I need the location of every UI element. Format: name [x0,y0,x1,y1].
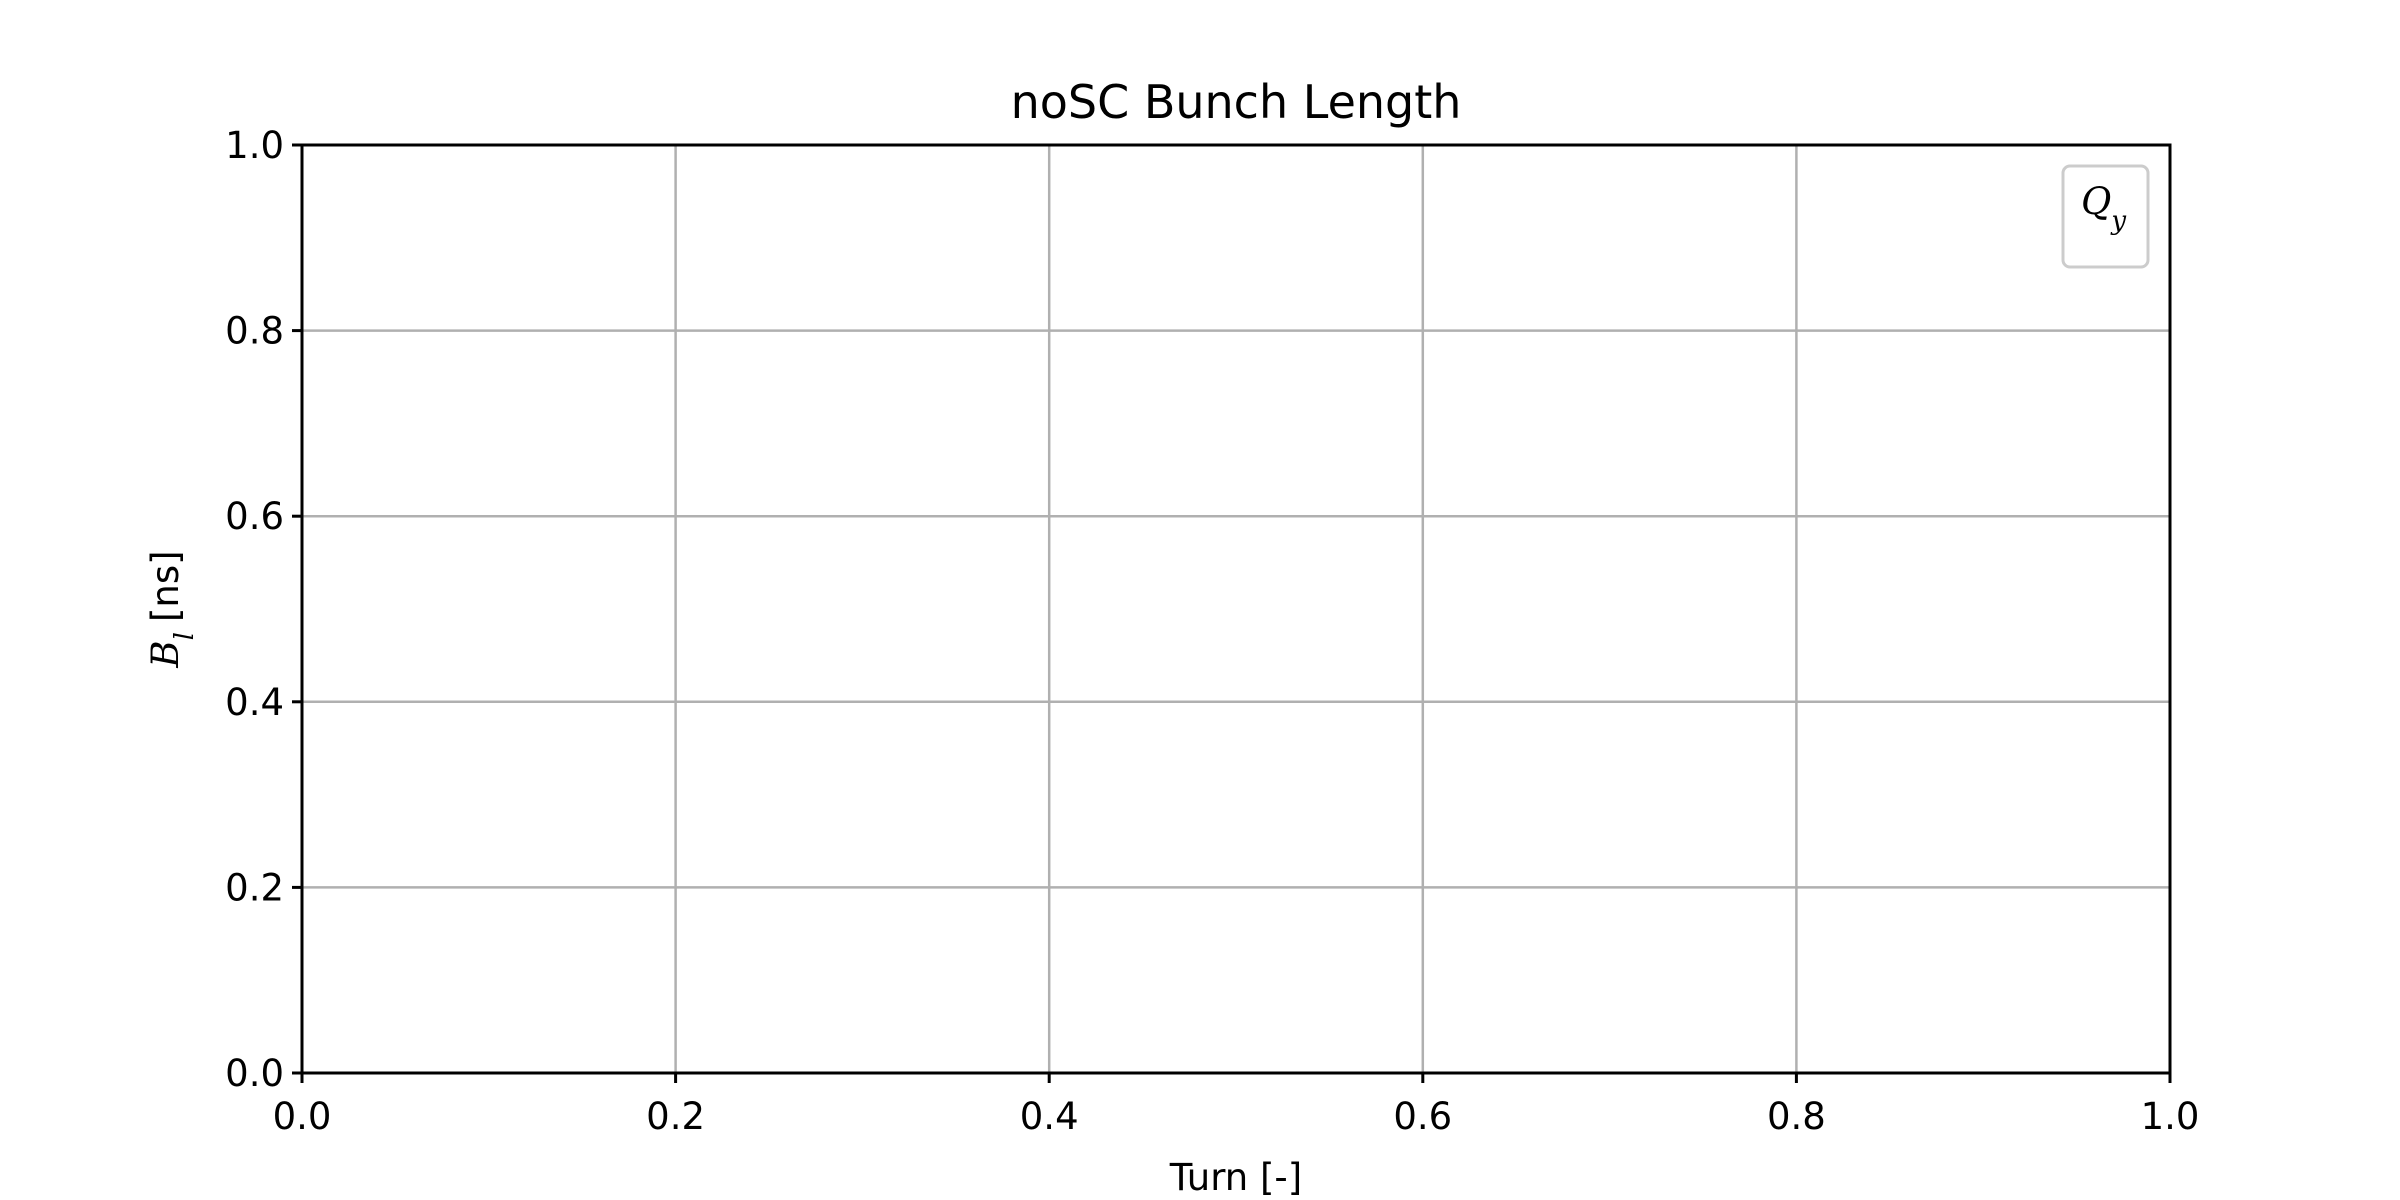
x-tick-label: 1.0 [2141,1095,2200,1138]
plot-area-frame [300,143,2172,1075]
y-axis-label-subscript: l [170,632,200,640]
y-tick-label: 0.2 [225,866,284,909]
x-tick-label: 0.8 [1767,1095,1826,1138]
y-axis-label: Bl [ns] [144,550,200,668]
y-axis-label-symbol: B [144,640,187,668]
x-tick-label: 0.2 [646,1095,705,1138]
x-axis-label: Turn [-] [1169,1156,1302,1199]
legend-box [2061,164,2150,269]
y-tick-label: 0.4 [225,681,284,724]
y-tick-label: 1.0 [225,124,284,167]
y-axis-ticks: 0.0 0.2 0.4 0.6 0.8 1.0 [225,124,302,1095]
x-tick-label: 0.6 [1393,1095,1452,1138]
chart-title: noSC Bunch Length [1011,75,1462,129]
legend: Qy [2061,164,2150,269]
x-tick-label: 0.0 [273,1095,332,1138]
y-tick-label: 0.6 [225,495,284,538]
legend-entry-subscript: y [2110,206,2126,236]
y-tick-label: 0.0 [225,1052,284,1095]
y-axis-label-unit: [ns] [144,550,187,622]
x-axis-ticks: 0.0 0.2 0.4 0.6 0.8 1.0 [273,1073,2200,1138]
y-tick-label: 0.8 [225,310,284,353]
x-tick-label: 0.4 [1020,1095,1079,1138]
legend-entry: Qy [2081,180,2126,236]
legend-entry-symbol: Q [2081,180,2111,223]
